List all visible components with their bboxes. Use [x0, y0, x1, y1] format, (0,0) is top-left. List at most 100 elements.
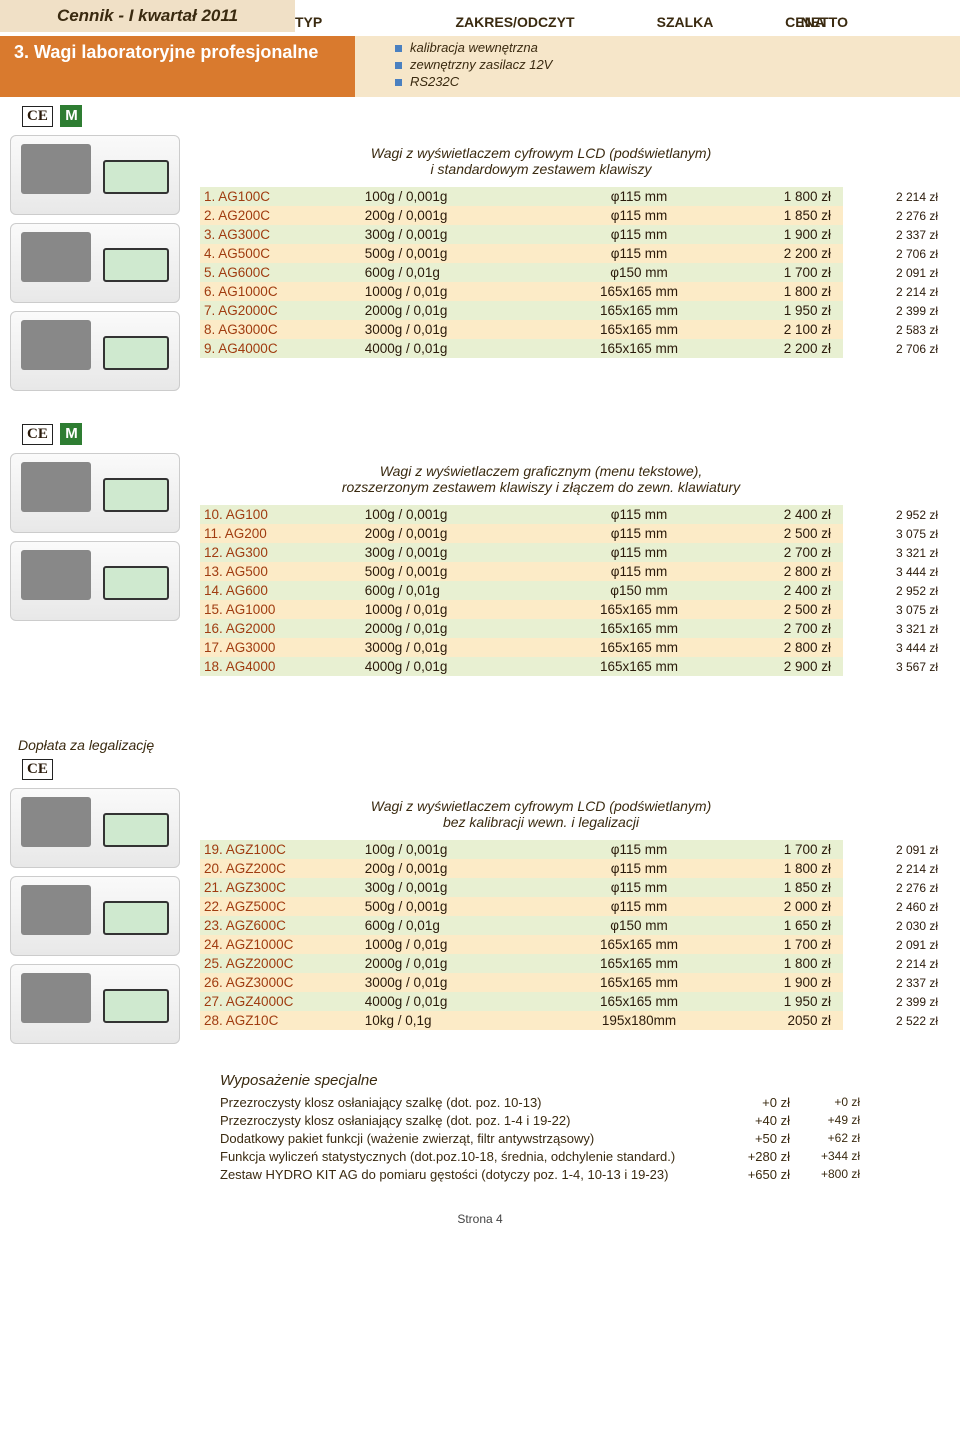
row-netto: 1 950 zł: [719, 301, 843, 320]
row-zakres: 600g / 0,01g: [361, 916, 559, 935]
row-zakres: 300g / 0,001g: [361, 878, 559, 897]
row-num: 10.: [204, 507, 223, 522]
bullet-icon: [395, 45, 402, 52]
table-row: 20. AGZ200C200g / 0,001gφ115 mm1 800 zł2…: [200, 859, 942, 878]
row-zakres: 4000g / 0,01g: [361, 657, 559, 676]
row-num: 18.: [204, 659, 223, 674]
row-netto: 1 700 zł: [719, 263, 843, 282]
scale-image: [10, 311, 180, 391]
row-typ: AGZ100C: [226, 842, 286, 857]
row-brutto: 3 567 zł: [843, 657, 942, 676]
row-zakres: 1000g / 0,01g: [361, 600, 559, 619]
row-num: 15.: [204, 602, 223, 617]
row-szalka: φ115 mm: [559, 562, 720, 581]
row-num: 9.: [204, 341, 215, 356]
feature-0: kalibracja wewnętrzna: [410, 40, 538, 55]
row-szalka: 165x165 mm: [559, 935, 720, 954]
row-netto: 2 500 zł: [719, 600, 843, 619]
section-title: 3. Wagi laboratoryjne profesjonalne: [0, 36, 355, 97]
row-zakres: 200g / 0,001g: [361, 524, 559, 543]
bullet-icon: [395, 62, 402, 69]
equip-net: +50 zł: [720, 1131, 790, 1146]
row-brutto: 2 030 zł: [843, 916, 942, 935]
row-netto: 2 500 zł: [719, 524, 843, 543]
feature-2: RS232C: [410, 74, 459, 89]
row-szalka: φ150 mm: [559, 263, 720, 282]
row-num: 14.: [204, 583, 223, 598]
row-num: 12.: [204, 545, 223, 560]
ce-mark-icon: CE: [22, 424, 53, 445]
row-zakres: 500g / 0,001g: [361, 562, 559, 581]
surcharge-label: Dopłata za legalizację: [18, 737, 960, 753]
row-brutto: 2 583 zł: [843, 320, 942, 339]
table-row: 24. AGZ1000C1000g / 0,01g165x165 mm1 700…: [200, 935, 942, 954]
row-zakres: 1000g / 0,01g: [361, 935, 559, 954]
row-num: 21.: [204, 880, 223, 895]
row-typ: AG300: [226, 545, 268, 560]
row-num: 13.: [204, 564, 223, 579]
row-netto: 1 850 zł: [719, 206, 843, 225]
row-netto: 2 900 zł: [719, 657, 843, 676]
row-szalka: φ115 mm: [559, 543, 720, 562]
scale-image: [10, 223, 180, 303]
row-szalka: 165x165 mm: [559, 600, 720, 619]
row-zakres: 2000g / 0,01g: [361, 301, 559, 320]
row-num: 19.: [204, 842, 223, 857]
equip-net: +40 zł: [720, 1113, 790, 1128]
feature-1: zewnętrzny zasilacz 12V: [410, 57, 552, 72]
table-row: 19. AGZ100C100g / 0,001gφ115 mm1 700 zł2…: [200, 840, 942, 859]
scale-image: [10, 453, 180, 533]
row-num: 26.: [204, 975, 223, 990]
table-row: 6. AG1000C1000g / 0,01g165x165 mm1 800 z…: [200, 282, 942, 301]
row-szalka: 165x165 mm: [559, 657, 720, 676]
row-num: 27.: [204, 994, 223, 1009]
row-brutto: 2 214 zł: [843, 859, 942, 878]
row-szalka: φ150 mm: [559, 581, 720, 600]
row-szalka: φ115 mm: [559, 244, 720, 263]
row-szalka: φ115 mm: [559, 878, 720, 897]
row-typ: AGZ600C: [226, 918, 286, 933]
row-netto: 1 800 zł: [719, 282, 843, 301]
row-num: 23.: [204, 918, 223, 933]
row-num: 2.: [204, 208, 215, 223]
row-zakres: 500g / 0,001g: [361, 244, 559, 263]
row-netto: 2 000 zł: [719, 897, 843, 916]
equipment-row: Zestaw HYDRO KIT AG do pomiaru gęstości …: [220, 1167, 960, 1182]
row-netto: 2050 zł: [719, 1011, 843, 1030]
equipment-row: Przezroczysty klosz osłaniający szalkę (…: [220, 1113, 960, 1128]
equipment-row: Przezroczysty klosz osłaniający szalkę (…: [220, 1095, 960, 1110]
row-szalka: 165x165 mm: [559, 339, 720, 358]
row-brutto: 2 214 zł: [843, 954, 942, 973]
row-typ: AGZ200C: [226, 861, 286, 876]
row-typ: AG600C: [218, 265, 270, 280]
row-netto: 2 200 zł: [719, 339, 843, 358]
certification-badges: CE M: [22, 105, 960, 127]
equip-gross: +0 zł: [790, 1095, 860, 1110]
equip-gross: +49 zł: [790, 1113, 860, 1128]
row-num: 6.: [204, 284, 215, 299]
row-brutto: 3 444 zł: [843, 638, 942, 657]
row-brutto: 2 706 zł: [843, 339, 942, 358]
bullet-icon: [395, 79, 402, 86]
row-szalka: φ115 mm: [559, 206, 720, 225]
row-num: 11.: [204, 526, 222, 541]
row-netto: 2 800 zł: [719, 638, 843, 657]
row-zakres: 2000g / 0,01g: [361, 619, 559, 638]
equip-net: +650 zł: [720, 1167, 790, 1182]
equipment-block: Wyposażenie specjalne Przezroczysty klos…: [220, 1072, 960, 1182]
table-row: 27. AGZ4000C4000g / 0,01g165x165 mm1 950…: [200, 992, 942, 1011]
row-zakres: 600g / 0,01g: [361, 263, 559, 282]
row-brutto: 2 091 zł: [843, 263, 942, 282]
row-brutto: 2 276 zł: [843, 206, 942, 225]
table-row: 2. AG200C200g / 0,001gφ115 mm1 850 zł2 2…: [200, 206, 942, 225]
row-typ: AG4000C: [218, 341, 277, 356]
row-brutto: 2 952 zł: [843, 581, 942, 600]
row-szalka: φ115 mm: [559, 225, 720, 244]
table-row: 12. AG300300g / 0,001gφ115 mm2 700 zł3 3…: [200, 543, 942, 562]
row-zakres: 4000g / 0,01g: [361, 992, 559, 1011]
equip-net: +280 zł: [720, 1149, 790, 1164]
row-typ: AG300C: [218, 227, 270, 242]
row-num: 22.: [204, 899, 223, 914]
row-netto: 2 400 zł: [719, 581, 843, 600]
row-num: 20.: [204, 861, 223, 876]
